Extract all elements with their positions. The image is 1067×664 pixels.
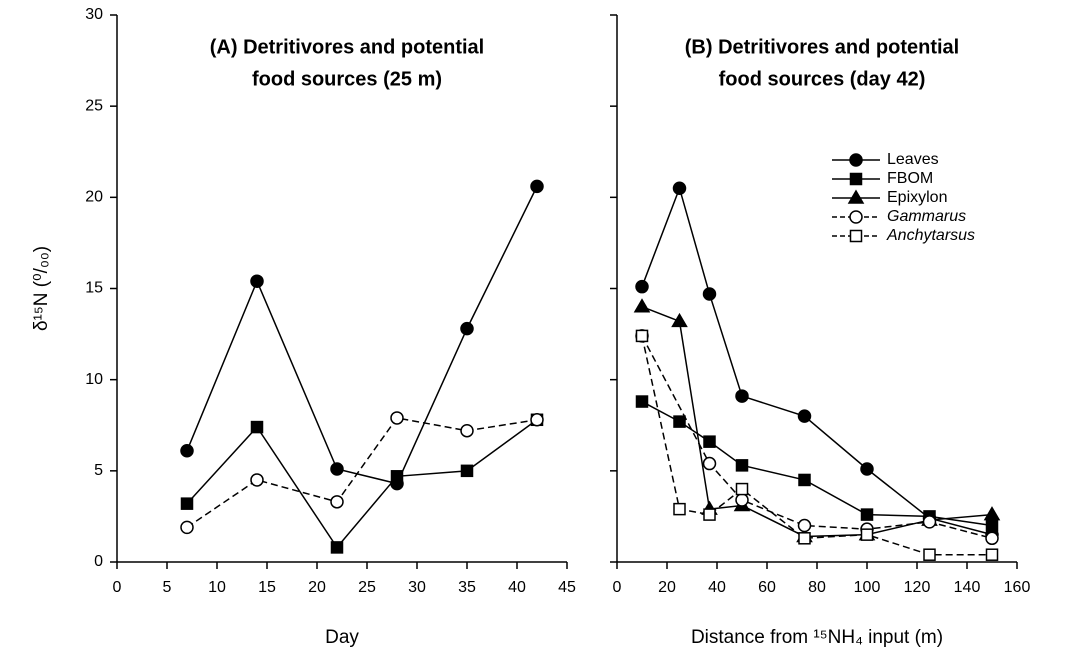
- chart-title: food sources (25 m): [252, 68, 442, 90]
- marker: [985, 531, 999, 546]
- marker: [633, 298, 651, 313]
- x-tick-label: 35: [458, 579, 476, 596]
- legend-marker: [849, 153, 863, 167]
- legend-marker: [849, 210, 863, 224]
- marker: [735, 389, 749, 403]
- marker: [180, 444, 194, 458]
- marker: [330, 541, 344, 554]
- marker: [735, 459, 749, 472]
- legend-label: Leaves: [887, 151, 939, 168]
- x-tick-label: 10: [208, 579, 226, 596]
- legend-marker: [847, 189, 865, 204]
- chart-title: food sources (day 42): [719, 68, 926, 90]
- marker: [922, 515, 937, 529]
- marker: [703, 508, 716, 521]
- marker: [798, 473, 811, 487]
- chart-title: (A) Detritivores and potential: [210, 36, 484, 58]
- marker: [390, 411, 404, 425]
- legend-marker: [849, 172, 863, 186]
- y-tick-label: 5: [94, 462, 103, 479]
- marker: [860, 528, 874, 541]
- marker: [860, 508, 874, 521]
- legend-label: Epixylon: [887, 189, 947, 206]
- x-tick-label: 40: [508, 579, 526, 596]
- series-line: [186, 186, 538, 485]
- y-tick-label: 0: [94, 553, 103, 570]
- legend-marker: [849, 229, 863, 243]
- marker: [330, 462, 344, 476]
- marker: [250, 473, 264, 487]
- y-tick-label: 15: [85, 280, 103, 297]
- marker: [672, 181, 687, 195]
- x-tick-label: 0: [613, 579, 622, 596]
- x-tick-label: 25: [358, 579, 376, 596]
- x-tick-label: 20: [308, 579, 326, 596]
- x-tick-label: 120: [904, 579, 931, 596]
- marker: [330, 495, 344, 509]
- y-tick-label: 10: [85, 371, 103, 388]
- y-tick-label: 20: [85, 189, 103, 206]
- x-tick-label: 15: [258, 579, 276, 596]
- series-line: [641, 306, 993, 538]
- x-tick-label: 45: [558, 579, 576, 596]
- marker: [250, 274, 264, 288]
- x-tick-label: 5: [163, 579, 172, 596]
- marker: [985, 519, 999, 532]
- marker: [860, 462, 874, 476]
- x-tick-label: 140: [954, 579, 981, 596]
- marker: [797, 518, 812, 533]
- series-line: [641, 335, 993, 540]
- x-tick-label: 160: [1004, 579, 1031, 596]
- legend-label: Gammarus: [887, 208, 966, 225]
- marker: [671, 312, 688, 328]
- series-line: [641, 185, 993, 536]
- chart-title: (B) Detritivores and potential: [685, 36, 959, 58]
- x-tick-label: 80: [808, 579, 826, 596]
- series-line: [641, 400, 993, 527]
- series-line: [641, 335, 992, 556]
- marker: [460, 464, 474, 478]
- y-tick-label: 30: [85, 6, 103, 23]
- marker: [530, 413, 544, 427]
- x-axis-label: Day: [325, 627, 359, 648]
- x-tick-label: 0: [113, 579, 122, 596]
- series-line: [186, 417, 538, 528]
- x-tick-label: 100: [854, 579, 881, 596]
- x-tick-label: 20: [658, 579, 676, 596]
- marker: [390, 470, 404, 483]
- marker: [735, 493, 749, 507]
- marker: [460, 321, 474, 336]
- marker: [702, 287, 717, 301]
- marker: [180, 520, 194, 535]
- marker: [180, 497, 194, 510]
- marker: [673, 415, 686, 428]
- marker: [530, 179, 544, 194]
- marker: [798, 532, 811, 545]
- legend-label: FBOM: [887, 170, 933, 187]
- marker: [797, 409, 812, 423]
- marker: [635, 329, 649, 343]
- x-tick-label: 60: [758, 579, 776, 596]
- marker: [923, 548, 936, 561]
- marker: [702, 456, 717, 471]
- series-line: [186, 419, 538, 549]
- y-axis-label: δ¹⁵N (⁰/₀₀): [31, 246, 52, 331]
- marker: [735, 482, 749, 496]
- y-tick-label: 25: [85, 97, 103, 114]
- marker: [983, 506, 1001, 521]
- x-axis-label: Distance from ¹⁵NH₄ input (m): [691, 627, 943, 648]
- marker: [635, 279, 649, 294]
- marker: [635, 395, 649, 408]
- legend-label: Anchytarsus: [886, 227, 975, 244]
- marker: [985, 548, 999, 561]
- x-tick-label: 40: [708, 579, 726, 596]
- x-tick-label: 30: [408, 579, 426, 596]
- marker: [250, 420, 264, 434]
- marker: [673, 502, 686, 516]
- marker: [703, 435, 716, 448]
- marker: [460, 423, 474, 438]
